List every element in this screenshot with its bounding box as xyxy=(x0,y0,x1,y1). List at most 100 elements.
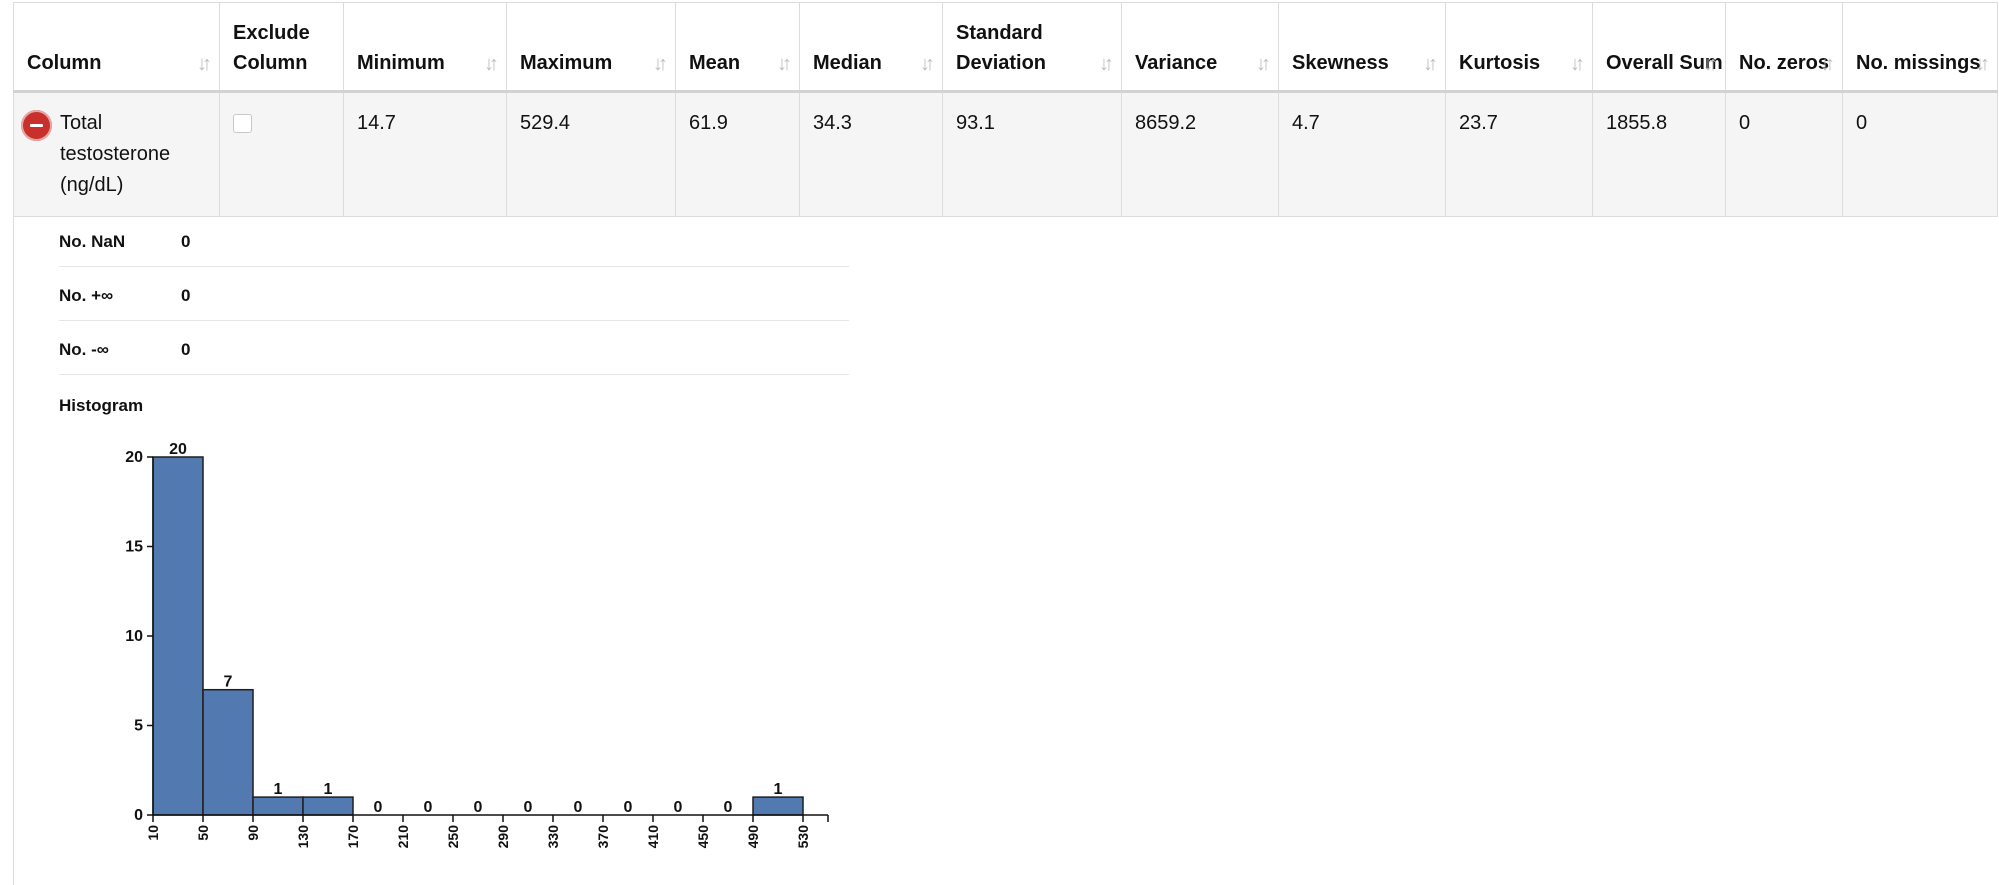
bar-value-label: 0 xyxy=(524,799,533,816)
x-tick-label: 410 xyxy=(645,825,661,849)
x-tick-label: 130 xyxy=(295,825,311,849)
cell-maximum: 529.4 xyxy=(506,91,676,217)
cell-minimum: 14.7 xyxy=(343,91,507,217)
column-name: Total testosterone (ng/dL) xyxy=(60,112,171,196)
cell-no-missings: 0 xyxy=(1842,91,1998,217)
column-details-panel: No. NaN 0 No. +∞ 0 No. -∞ 0 Histogram 20… xyxy=(13,213,1998,885)
bar-value-label: 0 xyxy=(474,799,483,816)
stat-label: No. -∞ xyxy=(59,340,109,359)
histogram-bar xyxy=(152,456,204,816)
sort-arrows-icon[interactable]: ↓↑ xyxy=(1423,53,1438,75)
stat-pos-inf-row: No. +∞ 0 xyxy=(59,267,849,321)
remove-column-icon[interactable] xyxy=(21,110,52,141)
cell-median: 34.3 xyxy=(799,91,943,217)
cell-mean: 61.9 xyxy=(675,91,800,217)
bar-value-label: 7 xyxy=(224,674,233,691)
header-median[interactable]: Median ↓↑ xyxy=(799,2,943,93)
x-tick-label: 170 xyxy=(345,825,361,849)
header-label: Kurtosis xyxy=(1459,52,1541,74)
header-label: Skewness xyxy=(1292,52,1389,74)
stat-label: No. NaN xyxy=(59,232,126,251)
header-label: Mean xyxy=(689,52,741,74)
x-tick-label: 210 xyxy=(395,825,411,849)
header-label: Column xyxy=(27,52,102,74)
header-standard-deviation[interactable]: Standard Deviation ↓↑ xyxy=(942,2,1122,93)
header-skewness[interactable]: Skewness ↓↑ xyxy=(1278,2,1446,93)
header-label: Maximum xyxy=(520,52,613,74)
cell-exclude xyxy=(219,91,344,217)
sort-arrows-icon[interactable]: ↓↑ xyxy=(653,53,668,75)
bar-value-label: 1 xyxy=(274,781,283,798)
bar-value-label: 0 xyxy=(374,799,383,816)
header-label: Variance xyxy=(1135,52,1218,74)
bar-value-label: 0 xyxy=(674,799,683,816)
x-tick-label: 290 xyxy=(495,825,511,849)
x-tick-label: 330 xyxy=(545,825,561,849)
sort-arrows-icon[interactable]: ↓↑ xyxy=(1975,53,1990,75)
bar-value-label: 0 xyxy=(424,799,433,816)
cell-variance: 8659.2 xyxy=(1121,91,1279,217)
sort-arrows-icon[interactable]: ↓↑ xyxy=(1570,53,1585,75)
x-tick-label: 490 xyxy=(745,825,761,849)
y-tick-label: 5 xyxy=(134,718,143,735)
x-tick-label: 90 xyxy=(245,825,261,841)
header-mean[interactable]: Mean ↓↑ xyxy=(675,2,800,93)
stat-value: 0 xyxy=(181,232,191,251)
header-label: Minimum xyxy=(357,52,445,74)
header-overall-sum[interactable]: Overall Sum ↓↑ xyxy=(1592,2,1726,93)
y-tick-label: 15 xyxy=(125,539,143,556)
bar-value-label: 1 xyxy=(324,781,333,798)
column-stats-table: Column ↓↑ Exclude Column Minimum ↓↑ Maximu… xyxy=(13,2,1998,217)
cell-no-zeros: 0 xyxy=(1725,91,1843,217)
x-tick-label: 450 xyxy=(695,825,711,849)
y-tick-label: 0 xyxy=(134,807,143,824)
bar-value-label: 1 xyxy=(774,781,783,798)
cell-kurtosis: 23.7 xyxy=(1445,91,1593,217)
x-tick-label: 250 xyxy=(445,825,461,849)
header-exclude-column: Exclude Column xyxy=(219,2,344,93)
header-variance[interactable]: Variance ↓↑ xyxy=(1121,2,1279,93)
x-tick-label: 50 xyxy=(195,825,211,841)
sort-arrows-icon[interactable]: ↓↑ xyxy=(920,53,935,75)
header-minimum[interactable]: Minimum ↓↑ xyxy=(343,2,507,93)
stat-nan-row: No. NaN 0 xyxy=(59,213,849,267)
header-column[interactable]: Column ↓↑ xyxy=(13,2,220,93)
histogram-bar xyxy=(302,796,354,816)
bar-value-label: 20 xyxy=(169,441,187,458)
sort-arrows-icon[interactable]: ↓↑ xyxy=(777,53,792,75)
stat-value: 0 xyxy=(181,340,191,359)
stat-value: 0 xyxy=(181,286,191,305)
table-row: Total testosterone (ng/dL) 14.7 529.4 61… xyxy=(13,91,1998,217)
header-kurtosis[interactable]: Kurtosis ↓↑ xyxy=(1445,2,1593,93)
sort-arrows-icon[interactable]: ↓↑ xyxy=(197,53,212,75)
sort-arrows-icon[interactable]: ↓↑ xyxy=(1256,53,1271,75)
y-tick-label: 20 xyxy=(125,449,143,466)
x-tick-label: 370 xyxy=(595,825,611,849)
sort-arrows-icon[interactable]: ↓↑ xyxy=(1703,53,1718,75)
y-tick-label: 10 xyxy=(125,628,143,645)
header-label: Exclude Column xyxy=(233,22,310,74)
sort-arrows-icon[interactable]: ↓↑ xyxy=(1099,53,1114,75)
sort-arrows-icon[interactable]: ↓↑ xyxy=(1820,53,1835,75)
header-no-zeros[interactable]: No. zeros ↓↑ xyxy=(1725,2,1843,93)
x-tick-label: 10 xyxy=(145,825,161,841)
stat-neg-inf-row: No. -∞ 0 xyxy=(59,321,849,375)
bar-value-label: 0 xyxy=(724,799,733,816)
header-label: No. missings xyxy=(1856,52,1981,74)
header-no-missings[interactable]: No. missings ↓↑ xyxy=(1842,2,1998,93)
header-label: Median xyxy=(813,52,882,74)
cell-standard-deviation: 93.1 xyxy=(942,91,1122,217)
bar-value-label: 0 xyxy=(574,799,583,816)
header-label: No. zeros xyxy=(1739,52,1830,74)
header-maximum[interactable]: Maximum ↓↑ xyxy=(506,2,676,93)
sort-arrows-icon[interactable]: ↓↑ xyxy=(484,53,499,75)
exclude-column-checkbox[interactable] xyxy=(233,114,252,133)
header-label: Overall Sum xyxy=(1606,52,1723,74)
histogram-bar xyxy=(752,796,804,816)
histogram-title: Histogram xyxy=(59,396,144,415)
stat-label: No. +∞ xyxy=(59,286,114,305)
histogram-bar xyxy=(252,796,304,816)
bar-value-label: 0 xyxy=(624,799,633,816)
cell-overall-sum: 1855.8 xyxy=(1592,91,1726,217)
